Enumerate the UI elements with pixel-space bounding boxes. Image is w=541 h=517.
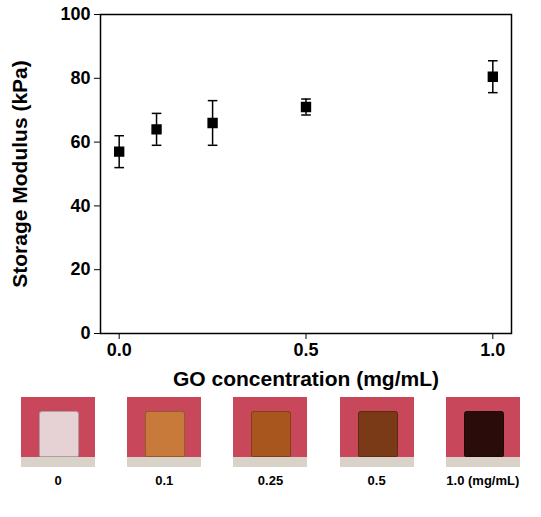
svg-text:0.5: 0.5 [293, 340, 318, 360]
svg-text:0: 0 [80, 323, 90, 343]
html-text:1.0 (mg/mL): 1.0 (mg/mL) [446, 473, 520, 488]
svg-text:GO concentration (mg/mL): GO concentration (mg/mL) [173, 367, 439, 390]
svg-text:80: 80 [70, 68, 90, 88]
svg-text:100: 100 [60, 4, 90, 24]
svg-text:1.0: 1.0 [480, 340, 505, 360]
svg-text:40: 40 [70, 196, 90, 216]
svg-text:60: 60 [70, 132, 90, 152]
svg-text:Storage Modulus (kPa): Storage Modulus (kPa) [8, 60, 31, 288]
html-text:0.25: 0.25 [257, 473, 284, 488]
html-text:0.1: 0.1 [155, 473, 174, 488]
svg-text:0.0: 0.0 [107, 340, 132, 360]
html-text:0.5: 0.5 [367, 473, 386, 488]
svg-text:20: 20 [70, 259, 90, 279]
html-text:0: 0 [54, 473, 62, 488]
